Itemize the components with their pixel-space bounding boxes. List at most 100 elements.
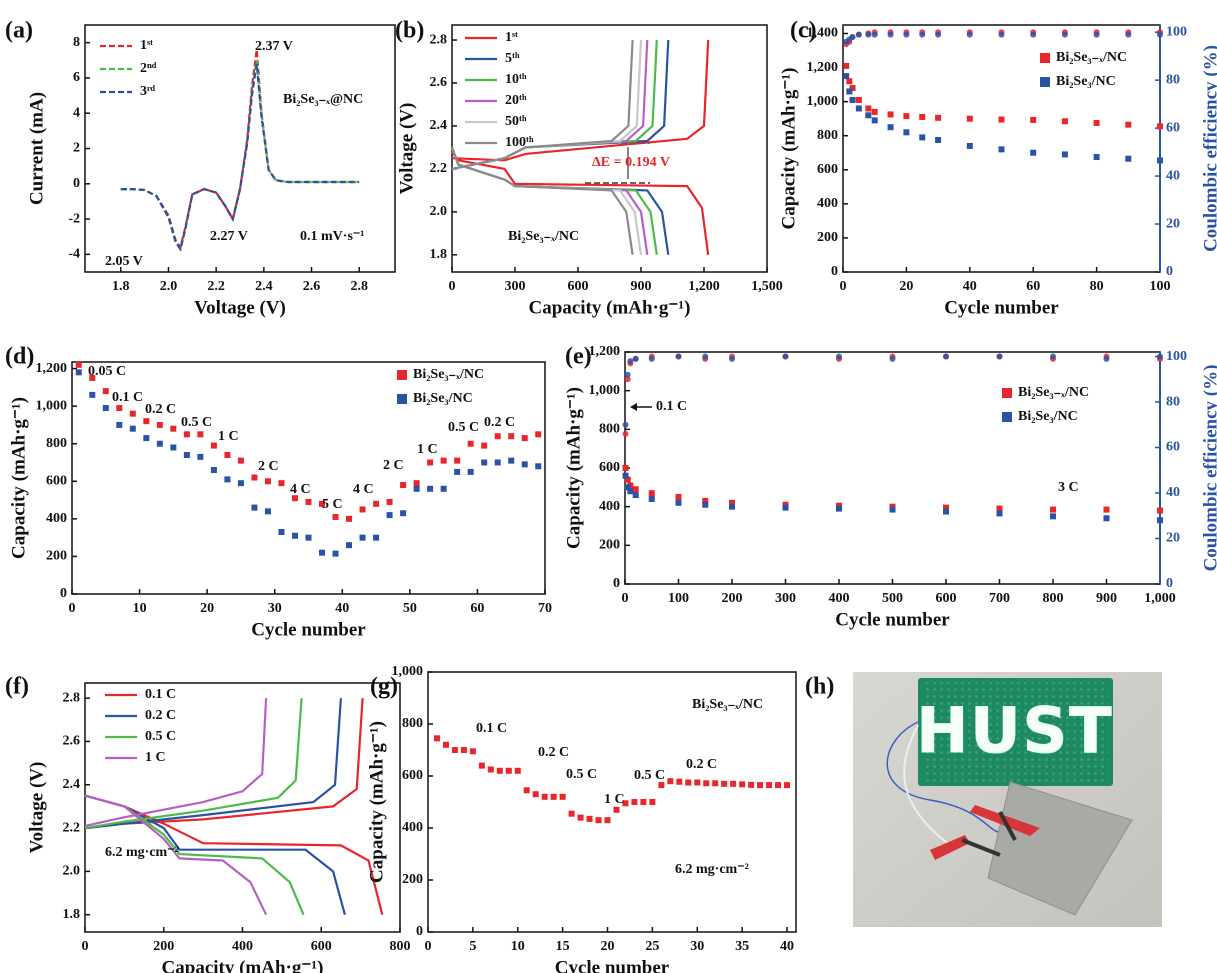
data-point <box>919 134 926 141</box>
data-point <box>1050 353 1056 360</box>
y-axis-label: Capacity (mAh·g⁻¹) <box>563 387 584 549</box>
x-tick-label: 100 <box>1150 279 1171 294</box>
data-point <box>197 453 204 460</box>
data-point <box>1050 513 1056 520</box>
data-point <box>624 376 631 383</box>
y2-tick-label: 60 <box>1166 440 1180 455</box>
data-point <box>622 430 629 437</box>
panel-label: (b) <box>395 18 424 44</box>
annotation: 2 C <box>258 459 279 474</box>
data-point <box>75 369 82 376</box>
y-tick-label: 0 <box>73 176 80 191</box>
data-point <box>903 113 910 120</box>
tab <box>961 838 1001 857</box>
y-tick-label: 2.8 <box>430 32 448 47</box>
data-point <box>843 73 850 80</box>
data-point <box>278 529 285 536</box>
annotation: 0.1 C <box>476 721 507 736</box>
data-point <box>143 418 150 425</box>
panel-label: (g) <box>370 674 398 700</box>
data-point <box>400 510 407 517</box>
data-point <box>627 488 634 495</box>
data-point <box>1093 154 1100 161</box>
x-tick-label: 200 <box>722 591 743 606</box>
data-point <box>865 31 872 38</box>
y-tick-label: 2 <box>73 141 80 156</box>
legend-label: 2ⁿᵈ <box>140 61 157 76</box>
y-tick-label: 400 <box>402 820 423 835</box>
data-point <box>346 542 353 549</box>
data-point <box>889 506 896 513</box>
legend-label: Bi₂Se₃₋ₓ/NC <box>413 367 484 382</box>
data-point <box>966 142 973 149</box>
y-tick-label: 200 <box>402 872 423 887</box>
data-point <box>1030 116 1037 123</box>
legend-label: Bi₂Se₃/NC <box>1056 74 1116 89</box>
clip <box>930 835 970 860</box>
data-point <box>675 494 682 500</box>
y-axis-label: Voltage (V) <box>26 762 47 854</box>
data-point <box>702 501 709 508</box>
legend-label: 1ˢᵗ <box>505 30 518 45</box>
data-point <box>865 105 872 112</box>
data-point <box>843 62 850 69</box>
panel-label: (c) <box>790 18 817 44</box>
plot-frame <box>451 24 768 273</box>
data-point <box>427 485 434 492</box>
x-tick-label: 15 <box>556 939 570 954</box>
data-point <box>846 88 853 95</box>
y2-tick-label: 40 <box>1166 485 1180 500</box>
data-point <box>622 421 629 428</box>
data-point <box>559 793 566 800</box>
data-point <box>631 799 638 805</box>
x-tick-label: 200 <box>153 939 174 954</box>
data-point <box>903 31 910 38</box>
data-point <box>291 532 298 539</box>
x-tick-label: 20 <box>601 939 615 954</box>
data-point <box>332 513 339 520</box>
x-tick-label: 40 <box>963 279 977 294</box>
data-point <box>319 500 326 507</box>
data-point <box>766 782 773 789</box>
data-point <box>648 490 655 497</box>
series-line <box>450 39 643 255</box>
data-point <box>996 505 1003 512</box>
data-point <box>632 492 639 499</box>
x-tick-label: 2.8 <box>350 279 368 294</box>
data-point <box>648 495 655 502</box>
data-point <box>855 31 862 38</box>
y2-tick-label: 80 <box>1166 394 1180 409</box>
y-tick-label: 0 <box>613 576 620 591</box>
legend-label: 0.2 C <box>145 708 176 723</box>
annotation: 0.1 C <box>112 390 143 405</box>
data-point <box>943 504 949 511</box>
data-point <box>440 457 447 464</box>
annotation: 0.5 C <box>448 420 479 435</box>
data-point <box>836 505 842 512</box>
data-point <box>102 388 109 395</box>
data-point <box>871 117 878 124</box>
data-point <box>1061 31 1068 38</box>
data-point <box>996 510 1003 517</box>
data-point <box>496 767 503 774</box>
data-point <box>1157 353 1163 360</box>
data-point <box>400 482 407 489</box>
data-point <box>577 814 584 821</box>
legend-swatch <box>1040 77 1050 87</box>
y2-tick-label: 100 <box>1166 24 1187 39</box>
y-tick-label: 600 <box>599 460 620 475</box>
data-point <box>535 463 542 470</box>
data-point <box>622 800 629 807</box>
y-tick-label: 1,000 <box>392 664 424 679</box>
data-point <box>966 31 973 38</box>
legend-swatch <box>397 370 407 380</box>
x-tick-label: 1.8 <box>112 279 130 294</box>
data-point <box>622 472 629 479</box>
data-point <box>116 405 123 412</box>
data-point <box>224 476 231 483</box>
y-axis-label: Capacity (mAh·g⁻¹) <box>366 721 387 883</box>
data-point <box>935 114 942 121</box>
x-tick-label: 2.0 <box>160 279 178 294</box>
annotation: Bi₂Se₃₋ₓ/NC <box>508 229 579 244</box>
x-tick-label: 500 <box>882 591 903 606</box>
